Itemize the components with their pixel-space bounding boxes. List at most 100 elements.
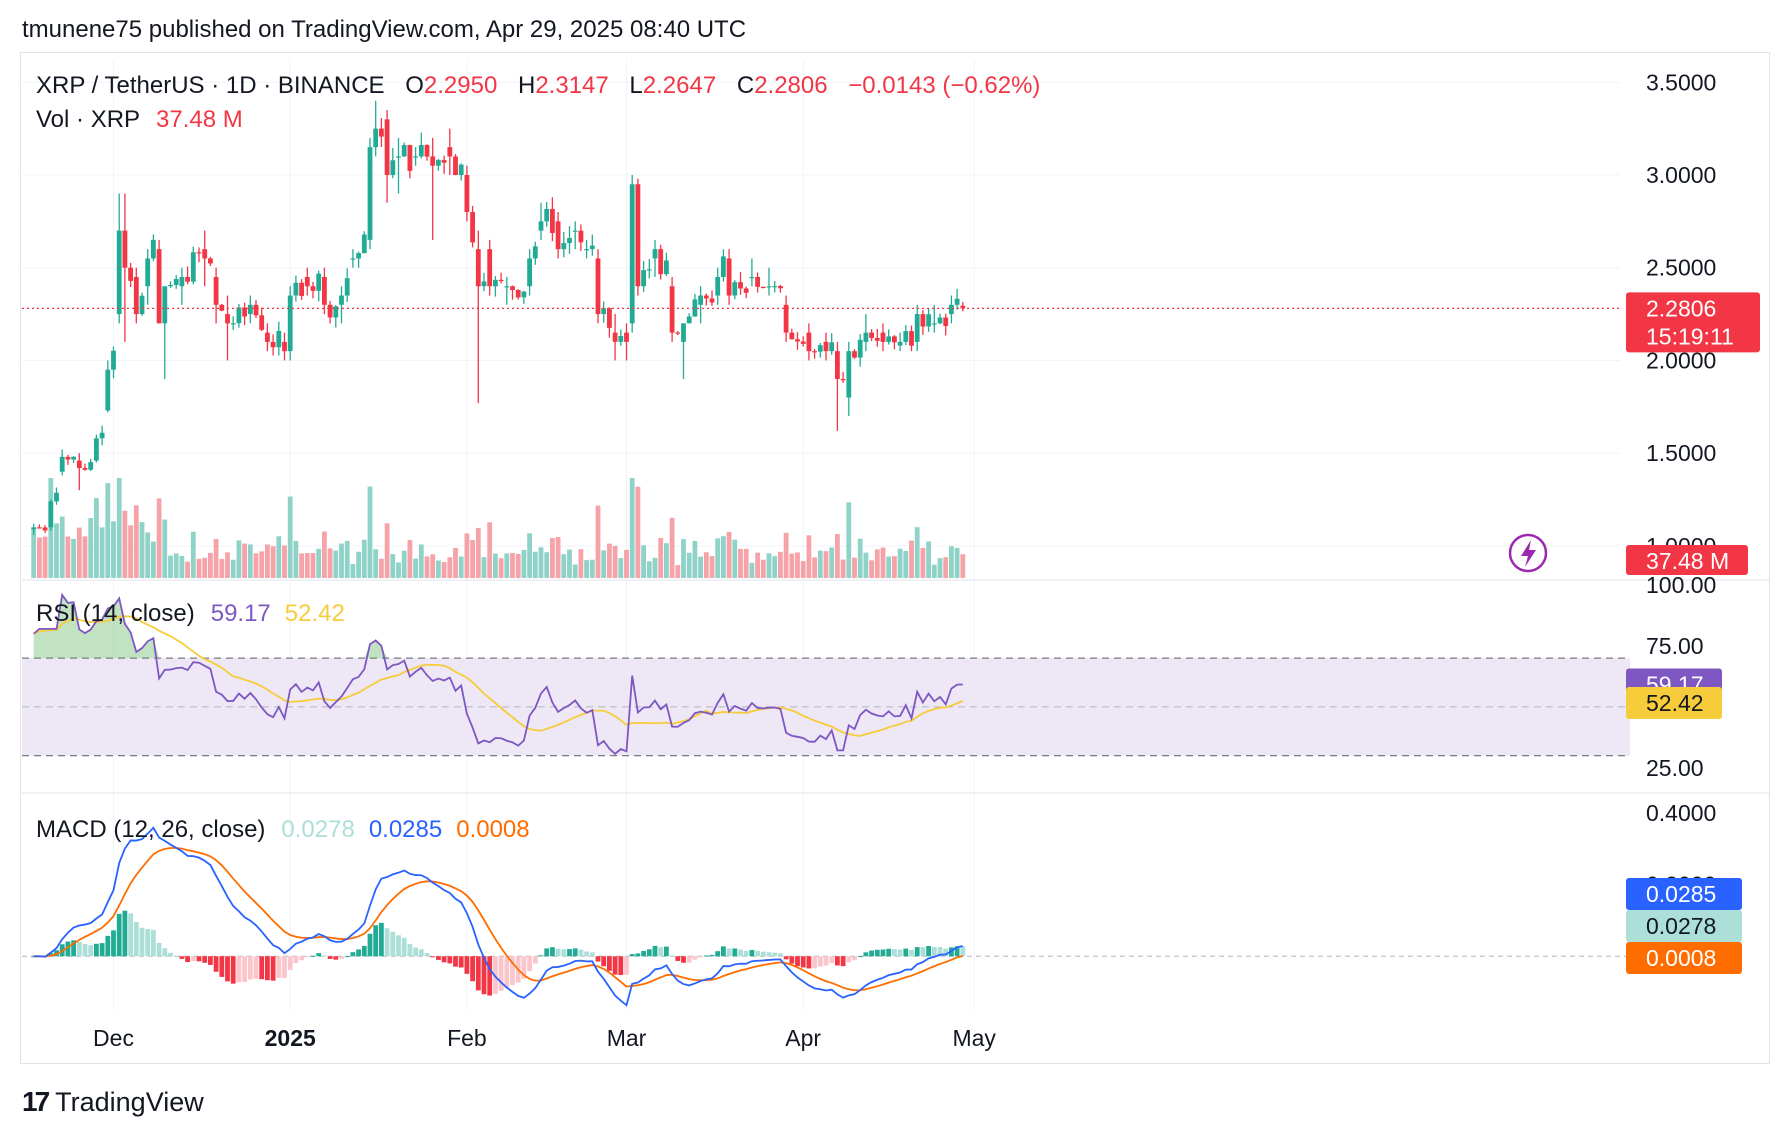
candle-body xyxy=(59,456,65,472)
macd-hist-bar xyxy=(926,946,931,957)
volume-bar xyxy=(185,561,190,578)
rsi-tick-label: 25.00 xyxy=(1646,755,1704,781)
macd-hist-bar xyxy=(287,956,293,971)
volume-bar xyxy=(686,552,692,578)
volume-bar xyxy=(561,554,567,578)
volume-bar xyxy=(664,543,669,578)
candle-body xyxy=(111,350,116,370)
volume-bar xyxy=(567,549,572,578)
volume-bar xyxy=(299,553,304,578)
high-value: 2.3147 xyxy=(535,72,609,99)
macd-hist-bar xyxy=(282,956,287,978)
price-tick-label: 3.0000 xyxy=(1646,162,1716,188)
candle-body xyxy=(772,286,778,288)
macd-hist-bar xyxy=(874,949,880,957)
macd-hist-bar xyxy=(709,954,715,957)
candle-body xyxy=(795,339,800,342)
macd-badge-value: 0.0285 xyxy=(1646,881,1716,907)
tradingview-logo[interactable]: 17 TradingView xyxy=(22,1086,204,1118)
macd-hist-bar xyxy=(225,956,230,982)
volume-bar xyxy=(179,555,185,578)
volume-bar xyxy=(829,547,835,578)
volume-bar xyxy=(304,553,310,578)
candle-body xyxy=(749,276,755,279)
volume-bar xyxy=(783,532,789,578)
volume-bar xyxy=(105,483,111,578)
macd-hist-bar xyxy=(356,949,361,957)
volume-bar xyxy=(515,553,521,578)
volume-bar xyxy=(339,543,344,578)
volume-bar xyxy=(65,536,71,578)
volume-bar xyxy=(213,538,219,578)
macd-hist-bar xyxy=(544,948,550,957)
volume-bar xyxy=(510,553,515,578)
macd-hist-bar xyxy=(892,949,897,957)
candle-body xyxy=(806,332,812,352)
volume-bar xyxy=(379,558,384,578)
macd-hist-bar xyxy=(920,947,926,957)
candle-body xyxy=(669,286,675,333)
candle-body xyxy=(128,267,133,281)
volume-bar xyxy=(949,546,954,578)
candle-body xyxy=(789,332,795,340)
candle-body xyxy=(37,527,42,529)
candle-body xyxy=(555,221,561,250)
macd-hist-bar xyxy=(749,949,755,957)
macd-hist-bar xyxy=(65,941,71,957)
macd-hist-bar xyxy=(333,956,339,960)
low-value: 2.2647 xyxy=(642,72,717,99)
volume-bar xyxy=(202,557,208,578)
candle-body xyxy=(829,342,835,352)
macd-hist-bar xyxy=(94,943,99,957)
macd-hist-bar xyxy=(823,956,829,966)
candle-body xyxy=(304,276,310,287)
close-label: C xyxy=(736,72,755,99)
macd-legend[interactable]: MACD (12, 26, close) 0.0278 0.0285 0.0008 xyxy=(36,816,534,844)
macd-hist-bar xyxy=(498,956,504,991)
time-tick-label: Feb xyxy=(447,1025,487,1051)
macd-hist-bar xyxy=(897,949,903,957)
volume-bar xyxy=(760,559,766,578)
candle-body xyxy=(589,245,595,250)
candle-body xyxy=(373,128,379,148)
candle-body xyxy=(322,276,327,305)
volume-bar xyxy=(242,543,247,578)
candle-body xyxy=(641,270,646,287)
candle-body xyxy=(350,258,356,260)
volume-bar xyxy=(464,533,470,578)
volume-legend[interactable]: Vol · XRP 37.48 M xyxy=(36,106,247,134)
volume-bar xyxy=(589,559,595,578)
candle-body xyxy=(310,286,316,291)
volume-bar xyxy=(555,537,561,578)
candle-body xyxy=(196,252,202,254)
candle-body xyxy=(407,145,413,171)
main-legend[interactable]: XRP / TetherUS · 1D · BINANCE O2.2950 H2… xyxy=(36,72,1044,100)
macd-hist-bar xyxy=(344,956,350,958)
rsi-legend[interactable]: RSI (14, close) 59.17 52.42 xyxy=(36,600,349,628)
volume-bar xyxy=(156,498,162,578)
volume-bar xyxy=(42,536,48,578)
volume-bar xyxy=(236,540,242,578)
candle-body xyxy=(686,316,692,324)
candle-body xyxy=(487,249,493,287)
candle-body xyxy=(960,305,966,309)
macd-hist-bar xyxy=(840,956,846,967)
candle-body xyxy=(441,159,447,163)
macd-hist-bar xyxy=(652,945,658,957)
volume-bar xyxy=(168,555,173,578)
macd-hist-bar xyxy=(276,956,282,978)
candle-body xyxy=(145,258,151,287)
volume-bar xyxy=(612,546,618,578)
symbol-label[interactable]: XRP / TetherUS · 1D · BINANCE xyxy=(36,72,385,99)
candle-body xyxy=(236,307,242,324)
chart-frame[interactable] xyxy=(20,52,1770,1064)
candle-body xyxy=(94,438,99,461)
macd-hist-bar xyxy=(812,956,817,969)
macd-hist-bar xyxy=(681,956,686,963)
volume-bar xyxy=(122,510,128,578)
open-label: O xyxy=(405,72,424,99)
candle-body xyxy=(76,460,82,468)
candle-body xyxy=(778,286,783,289)
volume-bar xyxy=(128,525,133,578)
